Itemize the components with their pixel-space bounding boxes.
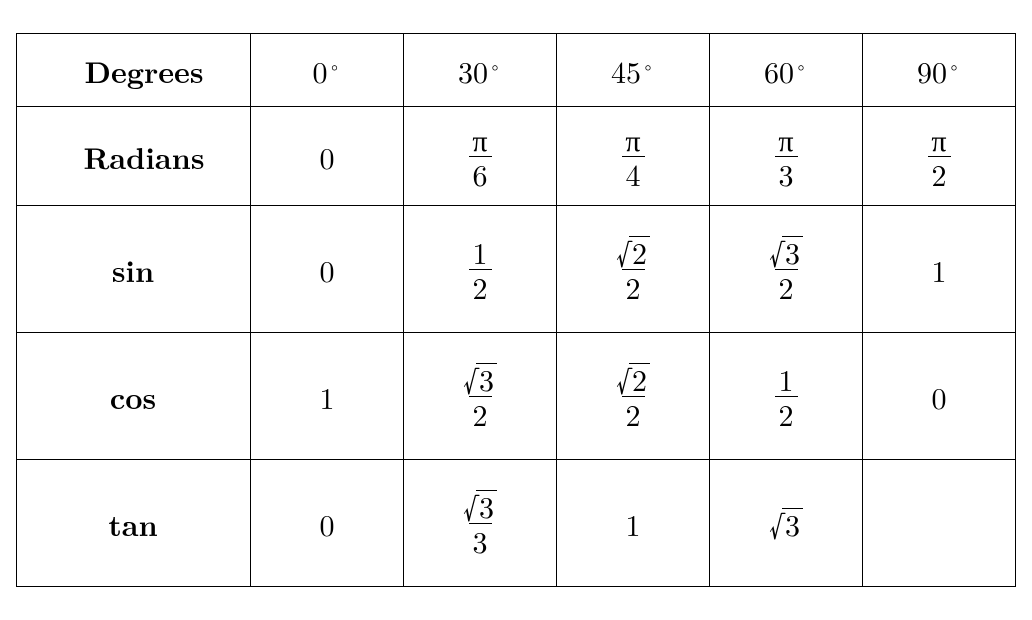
- cell-degrees-90: 90◦: [863, 34, 1016, 107]
- cell-cos-0: 1: [251, 333, 404, 460]
- frac-den: 2: [775, 269, 798, 302]
- cell-degrees-30: 30◦: [404, 34, 557, 107]
- frac-den: 2: [775, 396, 798, 429]
- deg-base: 90: [917, 49, 947, 92]
- cell-tan-60: √3: [710, 460, 863, 587]
- table-row-sin: sin 0 12 √2 2 √3 2 1: [17, 206, 1016, 333]
- frac-den: 3: [775, 156, 798, 189]
- frac-den: 3: [469, 523, 492, 556]
- value-plain: 1: [932, 248, 947, 291]
- cell-cos-30: √3 2: [404, 333, 557, 460]
- cell-radians-45: π4: [557, 107, 710, 206]
- cell-tan-0: 0: [251, 460, 404, 587]
- value-plain: 0: [320, 135, 335, 178]
- cell-degrees-45: 45◦: [557, 34, 710, 107]
- cell-degrees-0: 0◦: [251, 34, 404, 107]
- cell-cos-60: 12: [710, 333, 863, 460]
- row-label-cos: cos: [17, 333, 251, 460]
- cell-radians-90: π2: [863, 107, 1016, 206]
- cell-tan-30: √3 3: [404, 460, 557, 587]
- cell-radians-60: π3: [710, 107, 863, 206]
- frac-num: π: [468, 124, 491, 156]
- row-label-sin: sin: [17, 206, 251, 333]
- row-label-tan: tan: [17, 460, 251, 587]
- cell-cos-90: 0: [863, 333, 1016, 460]
- table-row-cos: cos 1 √3 2 √2 2 12 0: [17, 333, 1016, 460]
- cell-tan-90: [863, 460, 1016, 587]
- deg-symbol: ◦: [794, 53, 808, 78]
- value-plain: 1: [320, 375, 335, 418]
- deg-symbol: ◦: [641, 53, 655, 78]
- deg-symbol: ◦: [488, 53, 502, 78]
- cell-sin-30: 12: [404, 206, 557, 333]
- frac-num: 1: [775, 364, 798, 396]
- radicand: 2: [629, 236, 650, 267]
- table-row-radians: Radians 0 π6 π4 π3 π2: [17, 107, 1016, 206]
- value-plain: 0: [932, 375, 947, 418]
- frac-den: 6: [469, 156, 492, 189]
- frac-num: π: [621, 124, 644, 156]
- value-plain: 1: [626, 502, 641, 545]
- cell-sin-90: 1: [863, 206, 1016, 333]
- frac-num: 1: [469, 237, 492, 269]
- table-row-degrees: Degrees 0◦ 30◦ 45◦ 60◦ 90◦: [17, 34, 1016, 107]
- radicand: 3: [476, 490, 497, 521]
- frac-num: π: [927, 124, 950, 156]
- cell-tan-45: 1: [557, 460, 710, 587]
- trig-values-table: Degrees 0◦ 30◦ 45◦ 60◦ 90◦ Radians 0 π6 …: [16, 33, 1016, 587]
- cell-sin-0: 0: [251, 206, 404, 333]
- radicand: 3: [476, 363, 497, 394]
- cell-sin-45: √2 2: [557, 206, 710, 333]
- row-label-degrees: Degrees: [17, 34, 251, 107]
- deg-symbol: ◦: [327, 53, 341, 78]
- deg-base: 45: [611, 49, 641, 92]
- radicand: 3: [782, 508, 803, 539]
- frac-den: 2: [622, 269, 645, 302]
- deg-base: 30: [458, 49, 488, 92]
- frac-den: 2: [928, 156, 951, 189]
- frac-num: π: [774, 124, 797, 156]
- frac-den: 4: [622, 156, 645, 189]
- frac-den: 2: [622, 396, 645, 429]
- value-plain: 0: [320, 248, 335, 291]
- deg-base: 0: [312, 49, 327, 92]
- cell-degrees-60: 60◦: [710, 34, 863, 107]
- value-plain: 0: [320, 502, 335, 545]
- cell-radians-0: 0: [251, 107, 404, 206]
- frac-den: 2: [469, 269, 492, 302]
- cell-radians-30: π6: [404, 107, 557, 206]
- radicand: 2: [629, 363, 650, 394]
- table-row-tan: tan 0 √3 3 1 √3: [17, 460, 1016, 587]
- cell-sin-60: √3 2: [710, 206, 863, 333]
- radicand: 3: [782, 236, 803, 267]
- frac-den: 2: [469, 396, 492, 429]
- deg-base: 60: [764, 49, 794, 92]
- deg-symbol: ◦: [947, 53, 961, 78]
- row-label-radians: Radians: [17, 107, 251, 206]
- cell-cos-45: √2 2: [557, 333, 710, 460]
